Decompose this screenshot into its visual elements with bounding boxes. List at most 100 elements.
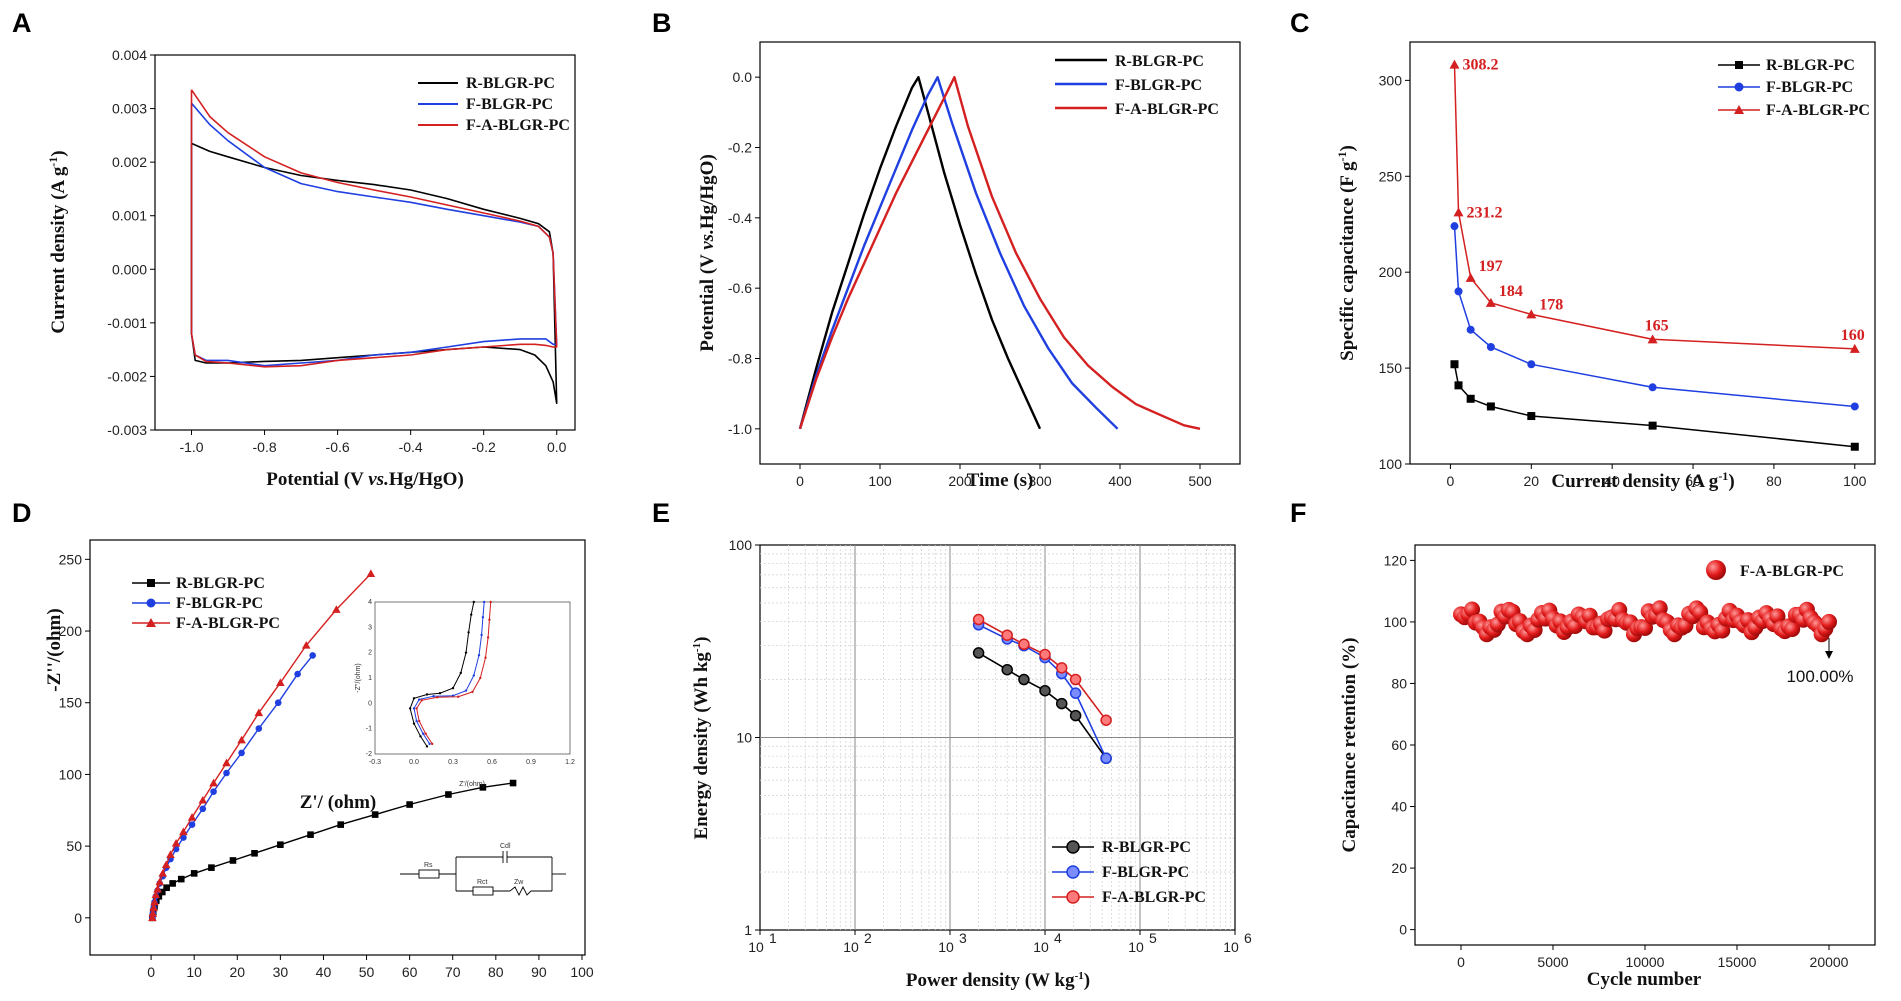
panel-e-legend-f: F-BLGR-PC	[1102, 864, 1189, 881]
panel-d-inset-point-1-2	[415, 719, 418, 723]
panel-f-legend-marker	[1706, 560, 1726, 580]
panel-d-xtick-label-3: 30	[273, 964, 289, 980]
panel-c-f-blgr-pc-point-4	[1527, 360, 1536, 369]
panel-b-line-f-a-blgr-pc	[798, 75, 1201, 430]
panel-d-inset-point-0-7	[451, 686, 455, 690]
panel-a-cv-chart: -1.0 -0.8 -0.6 -0.4 -0.2 0.0 -0.003-0.002-0.0…	[46, 47, 576, 490]
panel-c-f-a-blgr-pc-point-0	[1449, 59, 1460, 69]
panel-c-r-blgr-pc-point-3	[1486, 402, 1495, 411]
panel-d-f-blgr-pc-point-15	[223, 769, 230, 777]
panel-a-xtick-label-0: -1.0	[179, 439, 203, 455]
panel-d-f-a-blgr-pc-point-17	[254, 708, 264, 717]
panel-b-ytick-label-2: -0.6	[728, 280, 752, 296]
panel-c-ytick-label-3: 250	[1379, 168, 1403, 184]
panel-e-xtick-label-3: 10	[1033, 939, 1049, 955]
panel-c-f-a-blgr-pc-point-4	[1526, 309, 1537, 319]
panel-e-xtick-exp-1: 2	[864, 930, 872, 946]
panel-a-legend: R-BLGR-PC F-BLGR-PC F-A-BLGR-PC	[418, 75, 570, 134]
panel-d-ytick-label-0: 0	[74, 910, 82, 926]
panel-d-inset-ytick-6: 4	[368, 599, 372, 606]
panel-e-f-a-blgr-pc-point-0	[972, 613, 985, 626]
panel-d-r-blgr-pc-point-11	[229, 857, 237, 864]
panel-d-inset-point-0-12	[472, 600, 475, 604]
panel-c-xlabel: Current density (A g-1)	[1551, 469, 1734, 492]
panel-f-point-71	[1714, 622, 1731, 639]
panel-d-ytick-label-4: 200	[59, 623, 83, 639]
panel-d-r-blgr-pc-point-5	[158, 888, 166, 896]
panel-e-legend: R-BLGR-PC F-BLGR-PC F-A-BLGR-PC	[1052, 839, 1206, 906]
panel-f-legend-fa: F-A-BLGR-PC	[1740, 563, 1844, 580]
panel-a-xtick-label-2: -0.6	[326, 439, 350, 455]
panel-d-inset-point-0-1	[419, 735, 422, 738]
panel-b-xtick-label-2: 200	[948, 473, 972, 489]
panel-d-f-a-blgr-pc-point-0	[148, 913, 157, 922]
panel-d-f-blgr-pc-point-18	[274, 699, 282, 707]
panel-b-legend-f: F-BLGR-PC	[1115, 77, 1202, 94]
panel-d-inset-xtick-1: 0.0	[409, 759, 419, 766]
panel-d-f-blgr-pc-point-20	[309, 652, 316, 659]
panel-d-inset-point-0-10	[467, 631, 470, 634]
panel-b-xtick-label-3: 300	[1028, 473, 1052, 489]
panel-label-c: C	[1290, 8, 1310, 38]
panel-d-inset-point-0-3	[408, 707, 412, 710]
panel-d-legend-fa: F-A-BLGR-PC	[176, 615, 280, 632]
panel-a-legend-fa: F-A-BLGR-PC	[466, 117, 570, 134]
panel-f-yticks: 0 20 40 60 80 100 120	[1384, 552, 1415, 938]
panel-c-f-blgr-pc-line	[1453, 226, 1855, 408]
panel-e-r-blgr-pc-point-4	[1055, 697, 1068, 710]
panel-b-ytick-label-3: -0.4	[728, 210, 752, 226]
panel-d-xtick-label-1: 10	[186, 964, 202, 980]
panel-d-inset-ytick-0: -2	[366, 751, 372, 758]
panel-e-xtick-label-0: 10	[748, 939, 764, 955]
panel-d-f-blgr-pc-point-13	[199, 805, 207, 813]
panel-a-ytick-label-2: -0.001	[107, 315, 147, 331]
panel-d-r-blgr-pc-point-7	[169, 880, 176, 887]
panel-e-f-a-blgr-pc-point-4	[1055, 662, 1068, 674]
panel-d-f-a-blgr-pc-point-18	[276, 678, 285, 686]
panel-c-xtick-label-3: 60	[1685, 473, 1701, 489]
panel-e-f-blgr-pc-point-6	[1100, 752, 1112, 765]
panel-e-xtick-exp-4: 5	[1149, 930, 1157, 946]
panel-d-r-blgr-pc-point-15	[337, 821, 344, 828]
panel-f-xtick-label-4: 20000	[1810, 954, 1849, 970]
panel-d-inset-point-2-12	[489, 600, 492, 604]
panel-d-legend-f: F-BLGR-PC	[176, 595, 263, 612]
panel-b-ytick-label-0: -1.0	[728, 421, 752, 437]
panel-c-ylabel: Specific capacitance (F g-1)	[1335, 145, 1358, 361]
panel-d-f-a-blgr-pc-line	[151, 573, 372, 918]
panel-f-ytick-label-0: 0	[1399, 922, 1407, 938]
panel-b-xtick-label-4: 400	[1108, 473, 1132, 489]
panel-d-f-blgr-pc-point-12	[188, 821, 196, 828]
panel-c-capacitance-chart: 0 20 40 60 80 100 100 150 200 250 300 308.2 231.2 1…	[1335, 41, 1876, 492]
panel-e-f-a-blgr-pc-point-6	[1100, 714, 1112, 726]
panel-d-inset: -0.3 0.0 0.3 0.6 0.9 1.2 -2 -1 0 1 2 3 4 Z'/(ohm) -Z…	[355, 599, 575, 788]
panel-c-f-blgr-pc-point-6	[1850, 402, 1859, 411]
panel-d-inset-point-1-4	[418, 698, 421, 701]
panel-e-yticks: 1 10 100	[729, 537, 760, 938]
panel-d-r-blgr-pc-point-6	[163, 884, 170, 892]
panel-d-f-a-blgr-pc-point-14	[209, 778, 218, 787]
panel-c-data-label-0: 308.2	[1462, 57, 1498, 74]
panel-f-cycling-chart: 0 5000 10000 15000 20000 0 20 40 60 80 100 120 Cyc…	[1339, 544, 1876, 990]
panel-c-f-a-blgr-pc-point-3	[1485, 297, 1496, 307]
panel-c-ytick-label-1: 150	[1379, 360, 1403, 376]
panel-c-data-label-4: 178	[1539, 296, 1563, 313]
panel-label-f: F	[1290, 498, 1307, 528]
panel-c-xtick-label-0: 0	[1447, 473, 1455, 489]
panel-d-inset-point-1-7	[464, 689, 468, 692]
panel-d-circuit-zw: Zw	[514, 879, 524, 886]
panel-b-xtick-label-1: 100	[868, 473, 892, 489]
panel-e-f-a-blgr-pc-point-2	[1018, 638, 1030, 651]
panel-d-f-a-blgr-pc-point-16	[237, 735, 246, 744]
panel-c-f-blgr-pc-point-2	[1466, 325, 1475, 334]
panel-d-xtick-label-10: 100	[570, 964, 594, 980]
panel-d-xlabel: Z'/ (ohm)	[300, 792, 377, 813]
panel-d-inset-point-0-11	[470, 613, 473, 616]
panel-a-frame	[154, 54, 576, 431]
panel-c-data-label-5: 165	[1645, 317, 1669, 334]
panel-f-ylabel: Capacitance retention (%)	[1339, 638, 1360, 853]
panel-d-inset-ylabel: -Z''/(ohm)	[355, 663, 362, 693]
panel-d-series	[148, 569, 517, 922]
panel-d-inset-ytick-3: 1	[368, 675, 372, 682]
panel-c-ytick-label-4: 300	[1379, 72, 1403, 88]
